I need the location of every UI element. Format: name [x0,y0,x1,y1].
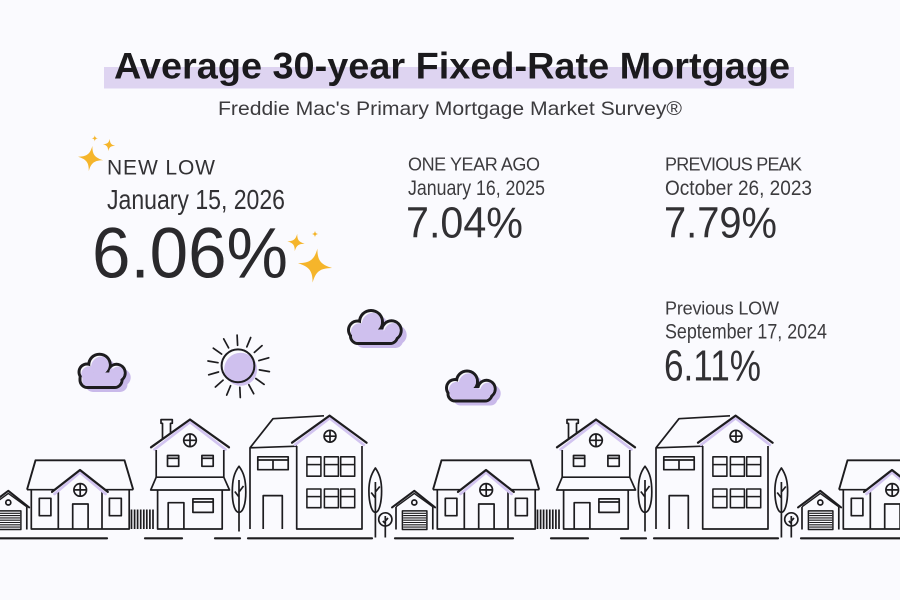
svg-text:ONE YEAR AGO: ONE YEAR AGO [408,155,540,175]
svg-text:October 26, 2023: October 26, 2023 [665,176,812,200]
svg-text:6.11%: 6.11% [664,343,761,391]
svg-text:Freddie Mac's Primary Mortgage: Freddie Mac's Primary Mortgage Market Su… [218,98,682,120]
svg-text:7.79%: 7.79% [664,200,777,248]
svg-text:September 17, 2024: September 17, 2024 [665,320,827,344]
svg-text:7.04%: 7.04% [406,200,523,248]
svg-text:Average 30-year Fixed-Rate Mor: Average 30-year Fixed-Rate Mortgage [114,46,790,87]
svg-text:Previous LOW: Previous LOW [665,298,779,318]
svg-text:PREVIOUS PEAK: PREVIOUS PEAK [665,155,802,175]
svg-text:January 15, 2026: January 15, 2026 [107,184,285,215]
svg-text:6.06%: 6.06% [92,214,288,294]
svg-text:NEW LOW: NEW LOW [107,157,215,180]
svg-text:January 16, 2025: January 16, 2025 [408,176,545,200]
